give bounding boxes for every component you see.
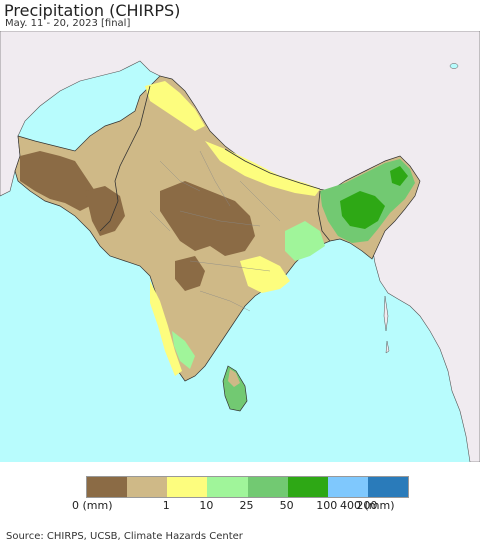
legend-swatch-0: [87, 477, 128, 497]
dry-region-deccan: [175, 256, 205, 291]
legend-label-7: 400 (mm): [340, 499, 395, 512]
legend-swatch-4: [247, 477, 288, 497]
moist-region-kerala: [172, 331, 195, 369]
dry-region-central: [160, 181, 255, 256]
legend-label-3: 25: [239, 499, 254, 512]
legend-swatch-5: [287, 477, 328, 497]
legend-label-0: 0 (mm): [72, 499, 113, 512]
lake-feature: [449, 63, 459, 69]
map-subtitle: May. 11 - 20, 2023 [final]: [5, 18, 131, 29]
state-borders: [149, 150, 281, 312]
legend-labels: 0 (mm) 1 10 25 50 100 200 400 (mm): [0, 499, 480, 513]
legend-swatch-6: [327, 477, 368, 497]
wet-band-southwest: [150, 281, 182, 376]
legend-label-6: 200: [356, 499, 378, 512]
legend-swatch-3: [207, 477, 248, 497]
legend-label-1: 1: [162, 499, 170, 512]
source-credit: Source: CHIRPS, UCSB, Climate Hazards Ce…: [6, 531, 243, 542]
sri-lanka-dry: [228, 369, 240, 387]
wet-band-north: [145, 81, 205, 131]
border-pakistan-india: [99, 85, 151, 232]
legend-label-2: 10: [199, 499, 214, 512]
map-svg: [0, 31, 480, 462]
legend-swatch-7: [367, 477, 408, 497]
dry-region-sindh: [85, 186, 125, 236]
heavy-rain-core: [390, 166, 408, 186]
wet-band-east-coast: [240, 256, 290, 293]
precipitation-map: [0, 31, 480, 462]
map-title: Precipitation (CHIRPS): [4, 1, 181, 20]
dry-region-pakistan: [20, 151, 95, 211]
wet-band-himalaya: [205, 141, 320, 196]
legend-color-bar: [86, 476, 409, 498]
heavy-rain-northeast: [340, 191, 385, 229]
legend-swatch-2: [167, 477, 208, 497]
moist-region-east: [285, 221, 325, 261]
legend-label-5: 100: [316, 499, 338, 512]
border-nepal-bangladesh: [224, 148, 331, 242]
andaman-islands: [383, 295, 390, 354]
legend-label-4: 50: [279, 499, 294, 512]
legend-swatch-1: [127, 477, 168, 497]
